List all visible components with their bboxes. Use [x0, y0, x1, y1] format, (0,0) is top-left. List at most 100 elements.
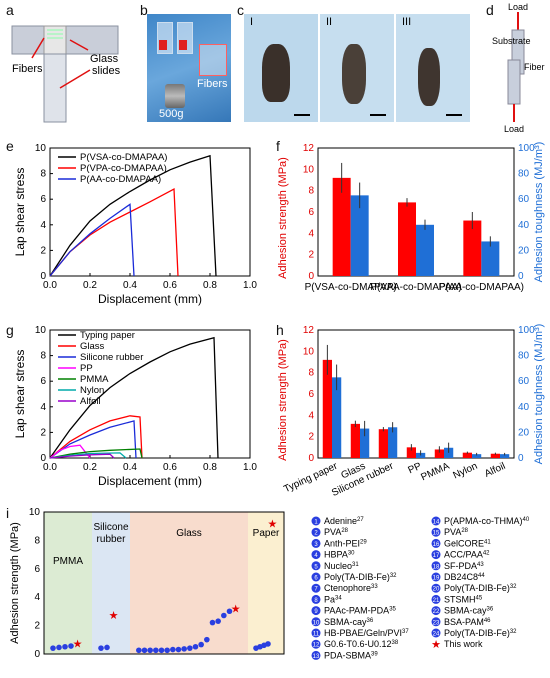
y-tick-label: 4: [34, 592, 40, 603]
legend-label: PP: [80, 363, 93, 374]
panel-c-photo-2: II: [320, 14, 394, 122]
literature-point: [164, 647, 170, 654]
legend-marker-id: 8: [314, 598, 318, 604]
region-label: Glass: [176, 528, 202, 539]
legend-entry: G0.6-T0.6-U0.1238: [324, 639, 399, 649]
y-tick-label: 0: [34, 649, 40, 660]
legend-marker-id: 12: [313, 643, 320, 649]
category-label: P(VPA-co-DMAPAA): [370, 282, 461, 293]
panel-letter-b: b: [140, 2, 148, 18]
x-tick-label: 0.4: [123, 280, 137, 291]
scale-bar: [294, 114, 310, 116]
legend-marker: [431, 606, 441, 616]
y-left-tick-label: 12: [303, 325, 315, 336]
literature-point: [204, 636, 210, 643]
y-axis-label: Lap shear stress: [13, 350, 27, 439]
x-tick-label: 0.8: [203, 462, 217, 473]
legend-marker: [311, 639, 321, 649]
legend-entry: DB24C844: [444, 572, 485, 582]
legend-label: Silicone rubber: [80, 352, 143, 363]
legend-entry: Nucleo31: [324, 561, 359, 571]
legend-label: Typing paper: [80, 330, 135, 341]
y-tick-label: 6: [40, 194, 46, 205]
legend-marker-id: 10: [313, 620, 320, 626]
legend-entry: PAAc-PAM-PDA35: [324, 606, 397, 616]
panel-c-label-1: I: [250, 16, 254, 28]
legend-ref: 36: [487, 607, 494, 613]
legend-entry: Poly(TA-DIB-Fe)32: [324, 572, 397, 582]
scale-bar: [370, 114, 386, 116]
legend-entry: SBMA-cay36: [444, 606, 494, 616]
x-tick-label: 1.0: [243, 280, 257, 291]
y-left-tick-label: 8: [308, 186, 314, 197]
panel-b-fibers-label: Fibers: [197, 78, 228, 90]
y-right-tick-label: 20: [518, 245, 530, 256]
y-tick-label: 4: [40, 220, 46, 231]
plot-frame: [49, 147, 251, 277]
series-line: [49, 448, 143, 459]
legend-entry: P(APMA-co-THMA)40: [444, 516, 530, 526]
legend-entry: Poly(TA-DIB-Fe)32: [444, 628, 517, 638]
region-paper: [248, 512, 284, 654]
y-tick-label: 0: [40, 271, 46, 282]
panel-d-schematic: Load Substrate Fiber Load: [492, 2, 545, 134]
y-left-tick-label: 10: [303, 346, 315, 357]
this-work-star: ★: [267, 518, 277, 530]
y-axis-label: Lap shear stress: [13, 168, 27, 257]
panel-c-photo-3: III: [396, 14, 470, 122]
chart-h-adhesion-bars: 0 2 4 6 8 10 12 0 20 40 60 80 100 Adhesion strength (…: [277, 324, 545, 499]
legend-marker: [431, 550, 441, 560]
legend-marker: [311, 594, 321, 604]
panel-a-fibers-label: Fibers: [12, 63, 43, 75]
legend-marker-id: 14: [433, 520, 440, 526]
legend-marker: [311, 538, 321, 548]
panel-c-label-3: III: [402, 16, 412, 28]
panel-letter-c: c: [237, 2, 244, 18]
legend-marker: [311, 650, 321, 660]
legend-marker-id: 18: [433, 564, 440, 570]
toughness-bar: [332, 377, 342, 458]
region-silicone-rubber: [92, 512, 130, 654]
legend-marker: [431, 583, 441, 593]
y-tick-label: 6: [40, 376, 46, 387]
y-right-axis-label: Adhesion toughness (MJ/m³): [533, 324, 545, 465]
legend-ref: 29: [360, 539, 367, 545]
plot-frame: [43, 511, 285, 655]
toughness-bar: [350, 195, 369, 276]
y-tick-label: 10: [35, 325, 47, 336]
category-label: P(VSA-co-DMAPAA): [305, 282, 397, 293]
literature-point: [104, 644, 110, 651]
legend-marker-id: 17: [433, 553, 440, 559]
legend-ref: 42: [483, 551, 490, 557]
legend-marker: [431, 538, 441, 548]
legend-entry: ACC/PAA42: [444, 550, 490, 560]
region-glass: [130, 512, 248, 654]
insect: [262, 44, 290, 102]
region-label: PMMA: [53, 556, 83, 567]
legend-ref: 44: [478, 573, 485, 579]
y-left-tick-label: 4: [308, 410, 314, 421]
legend-entry: Poly(TA-DIB-Fe)32: [444, 583, 517, 593]
legend-marker-id: 21: [433, 598, 440, 604]
legend-marker: [431, 561, 441, 571]
panel-a-glass-label: Glass: [90, 53, 119, 65]
chart-e-stress-displacement: 0.0 0.2 0.4 0.6 0.8 1.0 0 2 4 6 8 10 Displacement (m…: [13, 143, 257, 306]
strength-bar: [462, 452, 472, 458]
y-left-tick-label: 12: [303, 143, 315, 154]
legend-entry: PVA28: [444, 527, 469, 537]
this-work-star: ★: [231, 604, 241, 616]
y-tick-label: 8: [34, 535, 40, 546]
panel-c-label-2: II: [326, 16, 333, 28]
y-left-tick-label: 0: [308, 453, 314, 464]
literature-point: [158, 647, 165, 654]
legend-ref: 32: [510, 584, 517, 590]
panel-letter-f: f: [276, 138, 280, 154]
legend-entry: GelCORE41: [444, 538, 491, 548]
y-right-tick-label: 100: [518, 143, 535, 154]
legend-marker: [311, 550, 321, 560]
legend-ref: 35: [389, 607, 396, 613]
panel-d-load-top: Load: [508, 2, 528, 12]
series-line: [49, 415, 143, 459]
literature-point: [175, 646, 182, 653]
